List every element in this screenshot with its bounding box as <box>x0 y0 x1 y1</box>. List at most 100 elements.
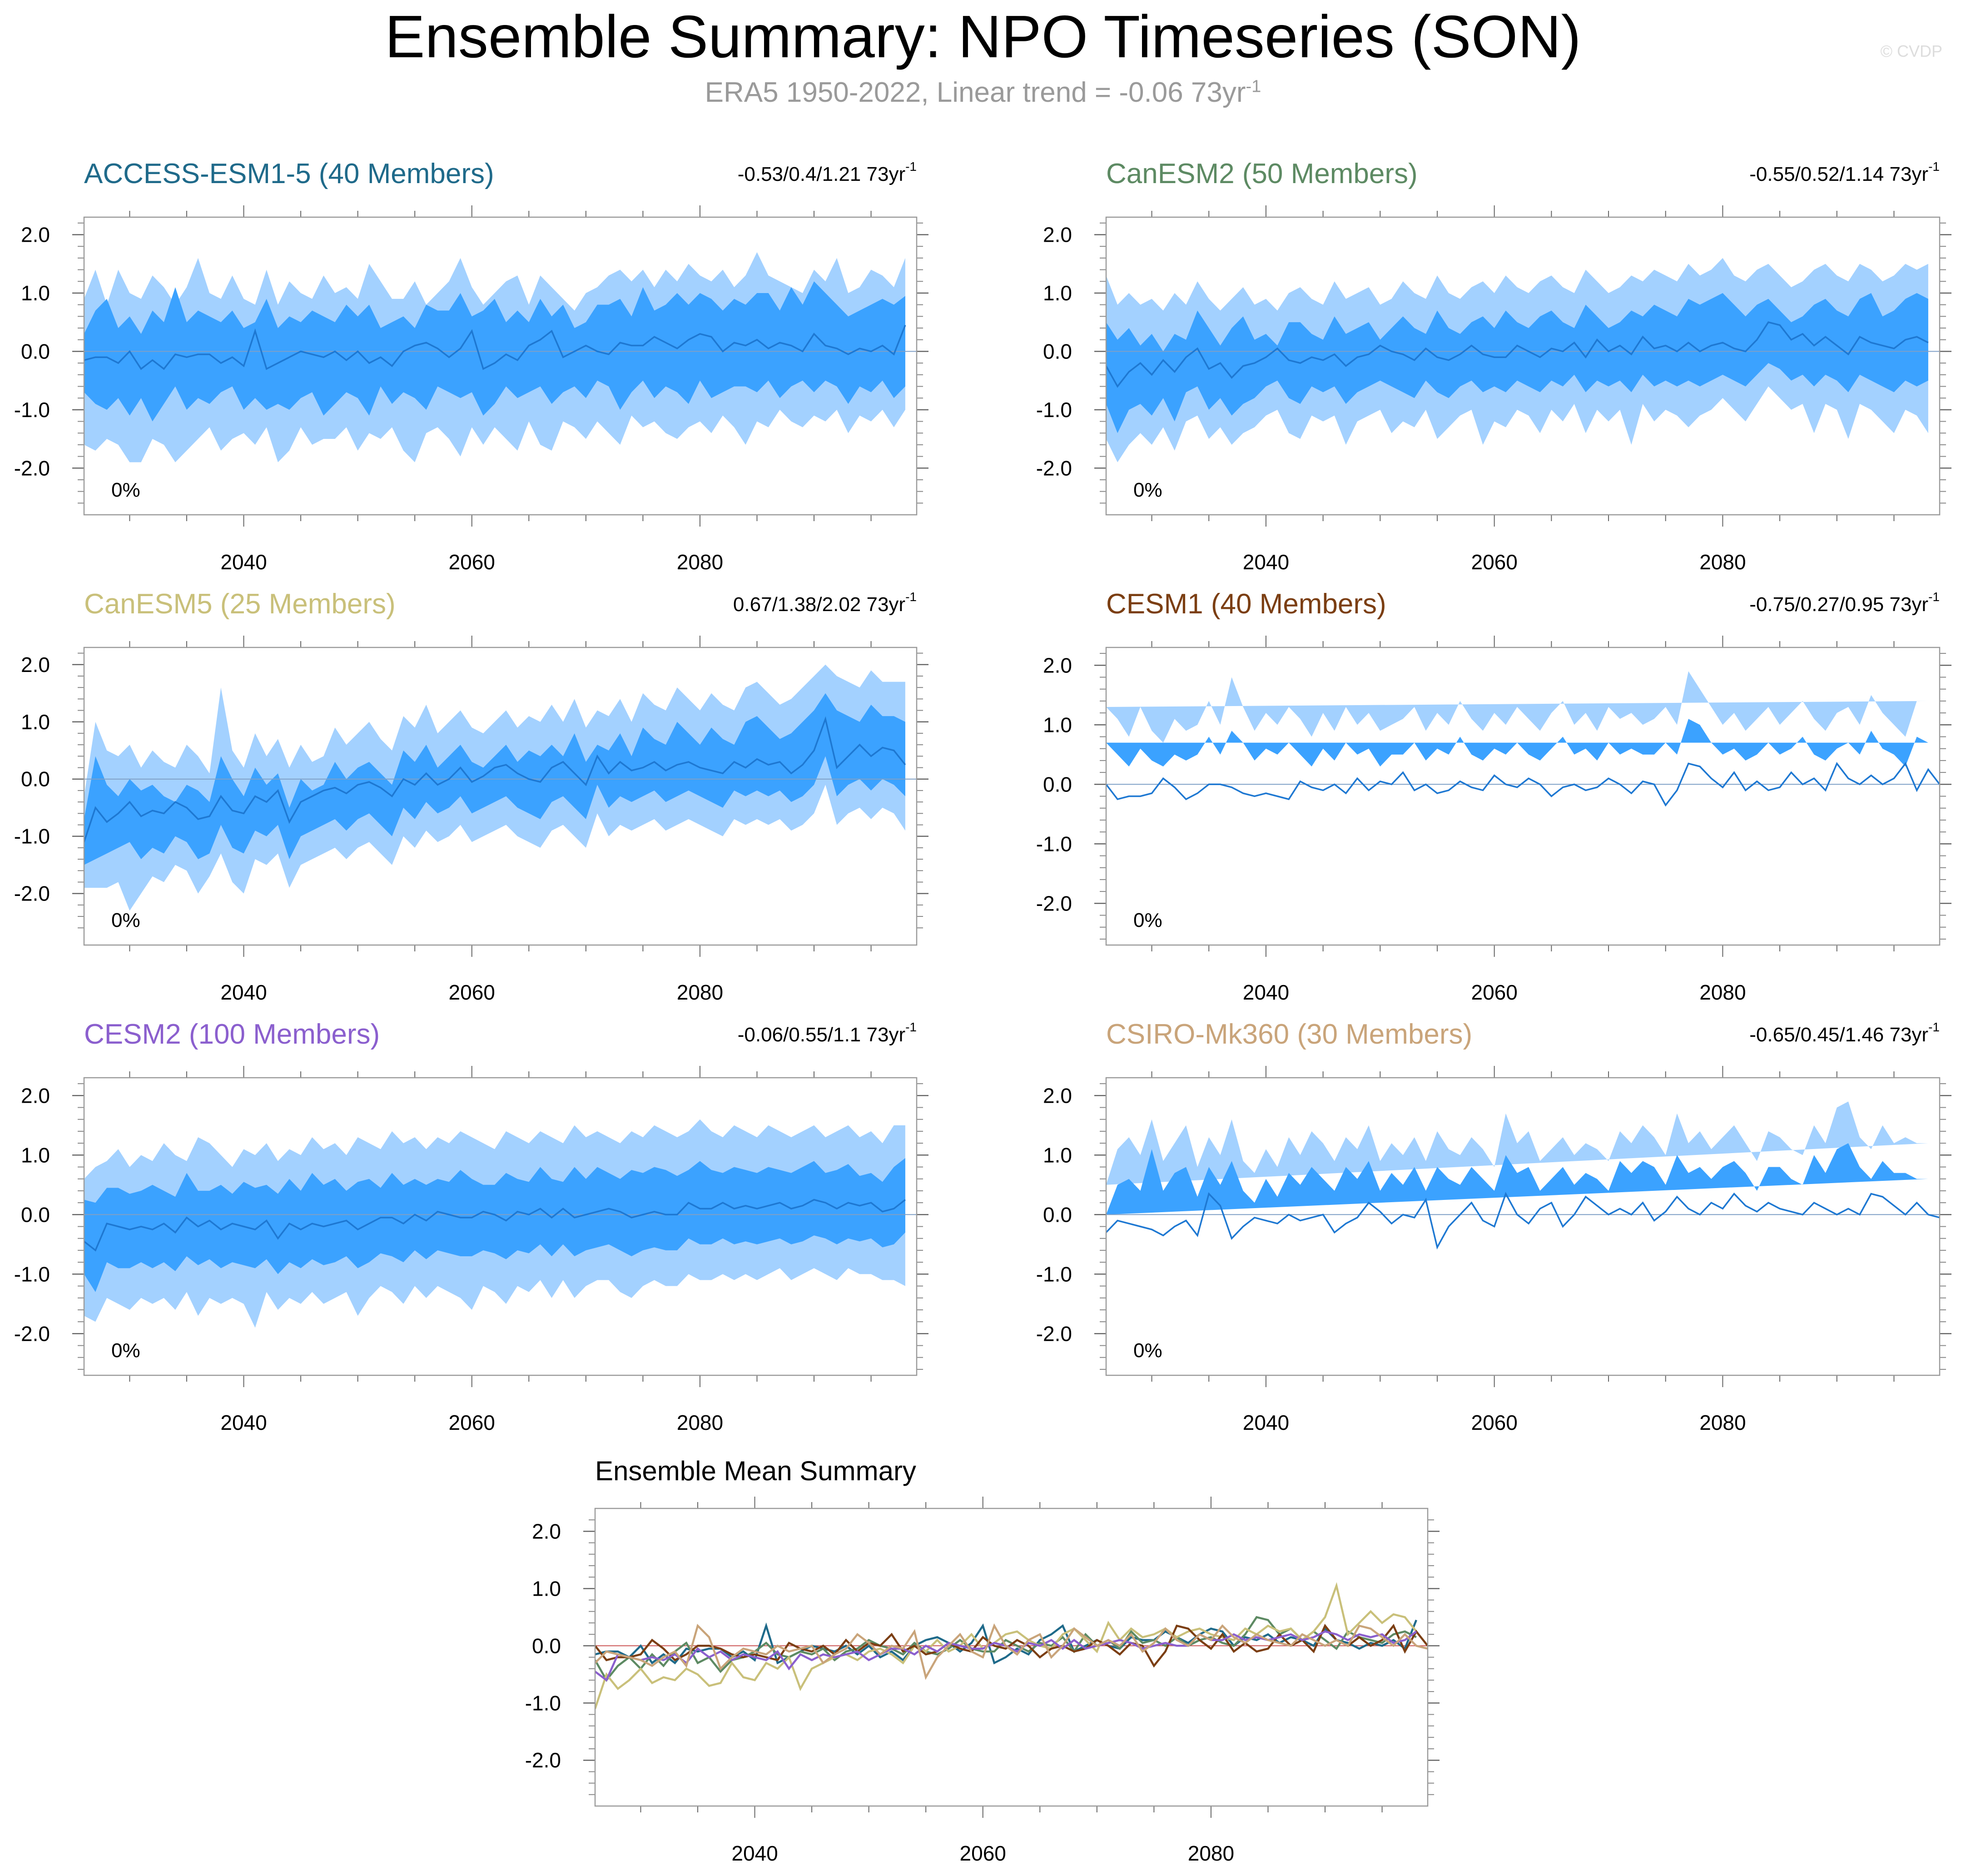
y-tick-label: 2.0 <box>1043 223 1072 247</box>
plot-area <box>84 664 917 911</box>
y-tick-label: 1.0 <box>21 710 50 734</box>
y-tick-label: 0.0 <box>1043 1203 1072 1226</box>
panel-title: Ensemble Mean Summary <box>595 1456 916 1486</box>
trend-superscript: -1 <box>905 159 917 174</box>
trend-superscript: -1 <box>1928 1020 1940 1034</box>
y-tick-label: -1.0 <box>14 1262 50 1286</box>
x-tick-label: 2040 <box>1243 1411 1289 1434</box>
subtitle-text: ERA5 1950-2022, Linear trend = -0.06 73y… <box>705 77 1246 108</box>
y-tick-label: 2.0 <box>1043 653 1072 677</box>
plot-area <box>1106 258 1940 463</box>
x-tick-label: 2040 <box>220 1411 267 1434</box>
x-tick-label: 2060 <box>449 980 495 1004</box>
y-tick-label: 1.0 <box>1043 713 1072 736</box>
interquartile-band <box>84 1158 905 1292</box>
trend-text: -0.75/0.27/0.95 73yr <box>1749 593 1928 616</box>
percent-label: 0% <box>111 479 140 501</box>
x-tick-label: 2080 <box>1699 550 1746 574</box>
plot-frame <box>83 216 918 516</box>
y-tick-label: 2.0 <box>1043 1084 1072 1107</box>
trend-text: -0.53/0.4/1.21 73yr <box>738 163 905 185</box>
x-tick-label: 2040 <box>1243 980 1289 1004</box>
plot-frame <box>1105 216 1941 516</box>
y-tick-label: 2.0 <box>532 1519 561 1543</box>
panel-title: CanESM2 (50 Members) <box>1106 158 1418 189</box>
plot-frame <box>83 647 918 946</box>
x-tick-label: 2060 <box>1471 550 1517 574</box>
x-tick-label: 2040 <box>1243 550 1289 574</box>
cvdp-watermark: © CVDP <box>1880 42 1942 60</box>
trend-label: -0.53/0.4/1.21 73yr-1 <box>738 159 917 185</box>
ensemble-mean-line <box>1106 1192 1940 1250</box>
plot-frame <box>83 1077 918 1376</box>
panel-title: CanESM5 (25 Members) <box>84 588 396 620</box>
y-tick-label: -2.0 <box>525 1748 561 1772</box>
panel-title: CESM1 (40 Members) <box>1106 588 1386 620</box>
interquartile-band <box>1106 1143 1928 1215</box>
y-tick-label: -1.0 <box>1036 398 1072 422</box>
trend-superscript: -1 <box>1928 159 1940 174</box>
trend-text: -0.65/0.45/1.46 73yr <box>1749 1024 1928 1046</box>
plot-area <box>84 1119 917 1328</box>
ensemble-mean-panel: 2.0 1.0 0.0 -1.0 -2.0 2040 2060 2080 Ensemble Me… <box>525 1456 1440 1865</box>
x-tick-label: 2080 <box>677 980 723 1004</box>
y-tick-label: 1.0 <box>21 281 50 305</box>
percent-label: 0% <box>1133 479 1162 501</box>
subtitle-superscript: -1 <box>1246 77 1261 96</box>
trend-label: 0.67/1.38/2.02 73yr-1 <box>733 590 917 616</box>
trend-superscript: -1 <box>905 590 917 604</box>
y-tick-label: -2.0 <box>14 1322 50 1345</box>
percent-label: 0% <box>111 1339 140 1362</box>
min-max-band <box>1106 1101 1928 1185</box>
ensemble-panel: 2.0 1.0 0.0 -1.0 -2.0 2040 2060 2080 CESM1 (40 M… <box>1036 588 1951 1004</box>
min-max-band <box>1106 671 1928 743</box>
y-tick-label: -2.0 <box>14 456 50 480</box>
x-tick-label: 2040 <box>220 980 267 1004</box>
plot-frame <box>1105 647 1941 946</box>
panel-title: ACCESS-ESM1-5 (40 Members) <box>84 158 494 189</box>
mean-series-line <box>595 1623 1428 1680</box>
y-tick-label: -1.0 <box>525 1691 561 1715</box>
y-tick-label: 0.0 <box>1043 339 1072 363</box>
x-tick-label: 2080 <box>677 550 723 574</box>
interquartile-band <box>1106 293 1928 433</box>
plot-area <box>1106 671 1940 807</box>
trend-text: -0.06/0.55/1.1 73yr <box>738 1024 905 1046</box>
percent-label: 0% <box>1133 1339 1162 1362</box>
y-tick-label: 0.0 <box>21 1203 50 1226</box>
plot-area <box>595 1582 1428 1709</box>
trend-superscript: -1 <box>905 1020 917 1034</box>
trend-text: 0.67/1.38/2.02 73yr <box>733 593 905 616</box>
y-tick-label: 0.0 <box>1043 772 1072 796</box>
y-tick-label: 0.0 <box>21 339 50 363</box>
y-tick-label: 0.0 <box>532 1634 561 1657</box>
y-tick-label: 2.0 <box>21 1084 50 1107</box>
plot-area <box>1106 1101 1940 1250</box>
x-tick-label: 2040 <box>731 1841 778 1865</box>
y-tick-label: 1.0 <box>1043 281 1072 305</box>
y-tick-label: 1.0 <box>1043 1143 1072 1167</box>
x-tick-label: 2060 <box>449 550 495 574</box>
x-tick-label: 2080 <box>1699 1411 1746 1434</box>
y-tick-label: -2.0 <box>1036 891 1072 915</box>
figure-subtitle: ERA5 1950-2022, Linear trend = -0.06 73y… <box>0 76 1966 109</box>
ensemble-mean-line <box>84 716 906 842</box>
y-tick-label: -1.0 <box>14 825 50 848</box>
trend-label: -0.55/0.52/1.14 73yr-1 <box>1749 159 1940 185</box>
trend-label: -0.06/0.55/1.1 73yr-1 <box>738 1020 917 1046</box>
ensemble-panel: 2.0 1.0 0.0 -1.0 -2.0 2040 2060 2080 CanESM2 (50… <box>1036 158 1951 574</box>
x-tick-label: 2060 <box>1471 980 1517 1004</box>
ensemble-mean-line <box>84 1199 906 1252</box>
plot-frame <box>594 1508 1429 1807</box>
interquartile-band <box>1106 719 1928 766</box>
y-tick-label: -1.0 <box>14 398 50 422</box>
y-tick-label: -2.0 <box>1036 1322 1072 1345</box>
ensemble-panel: 2.0 1.0 0.0 -1.0 -2.0 2040 2060 2080 CanESM5 (25… <box>14 588 928 1004</box>
ensemble-mean-line <box>1106 762 1940 807</box>
percent-label: 0% <box>1133 909 1162 931</box>
y-tick-label: 0.0 <box>21 767 50 791</box>
plot-area <box>84 252 917 463</box>
x-tick-label: 2080 <box>1188 1841 1234 1865</box>
x-tick-label: 2060 <box>960 1841 1006 1865</box>
